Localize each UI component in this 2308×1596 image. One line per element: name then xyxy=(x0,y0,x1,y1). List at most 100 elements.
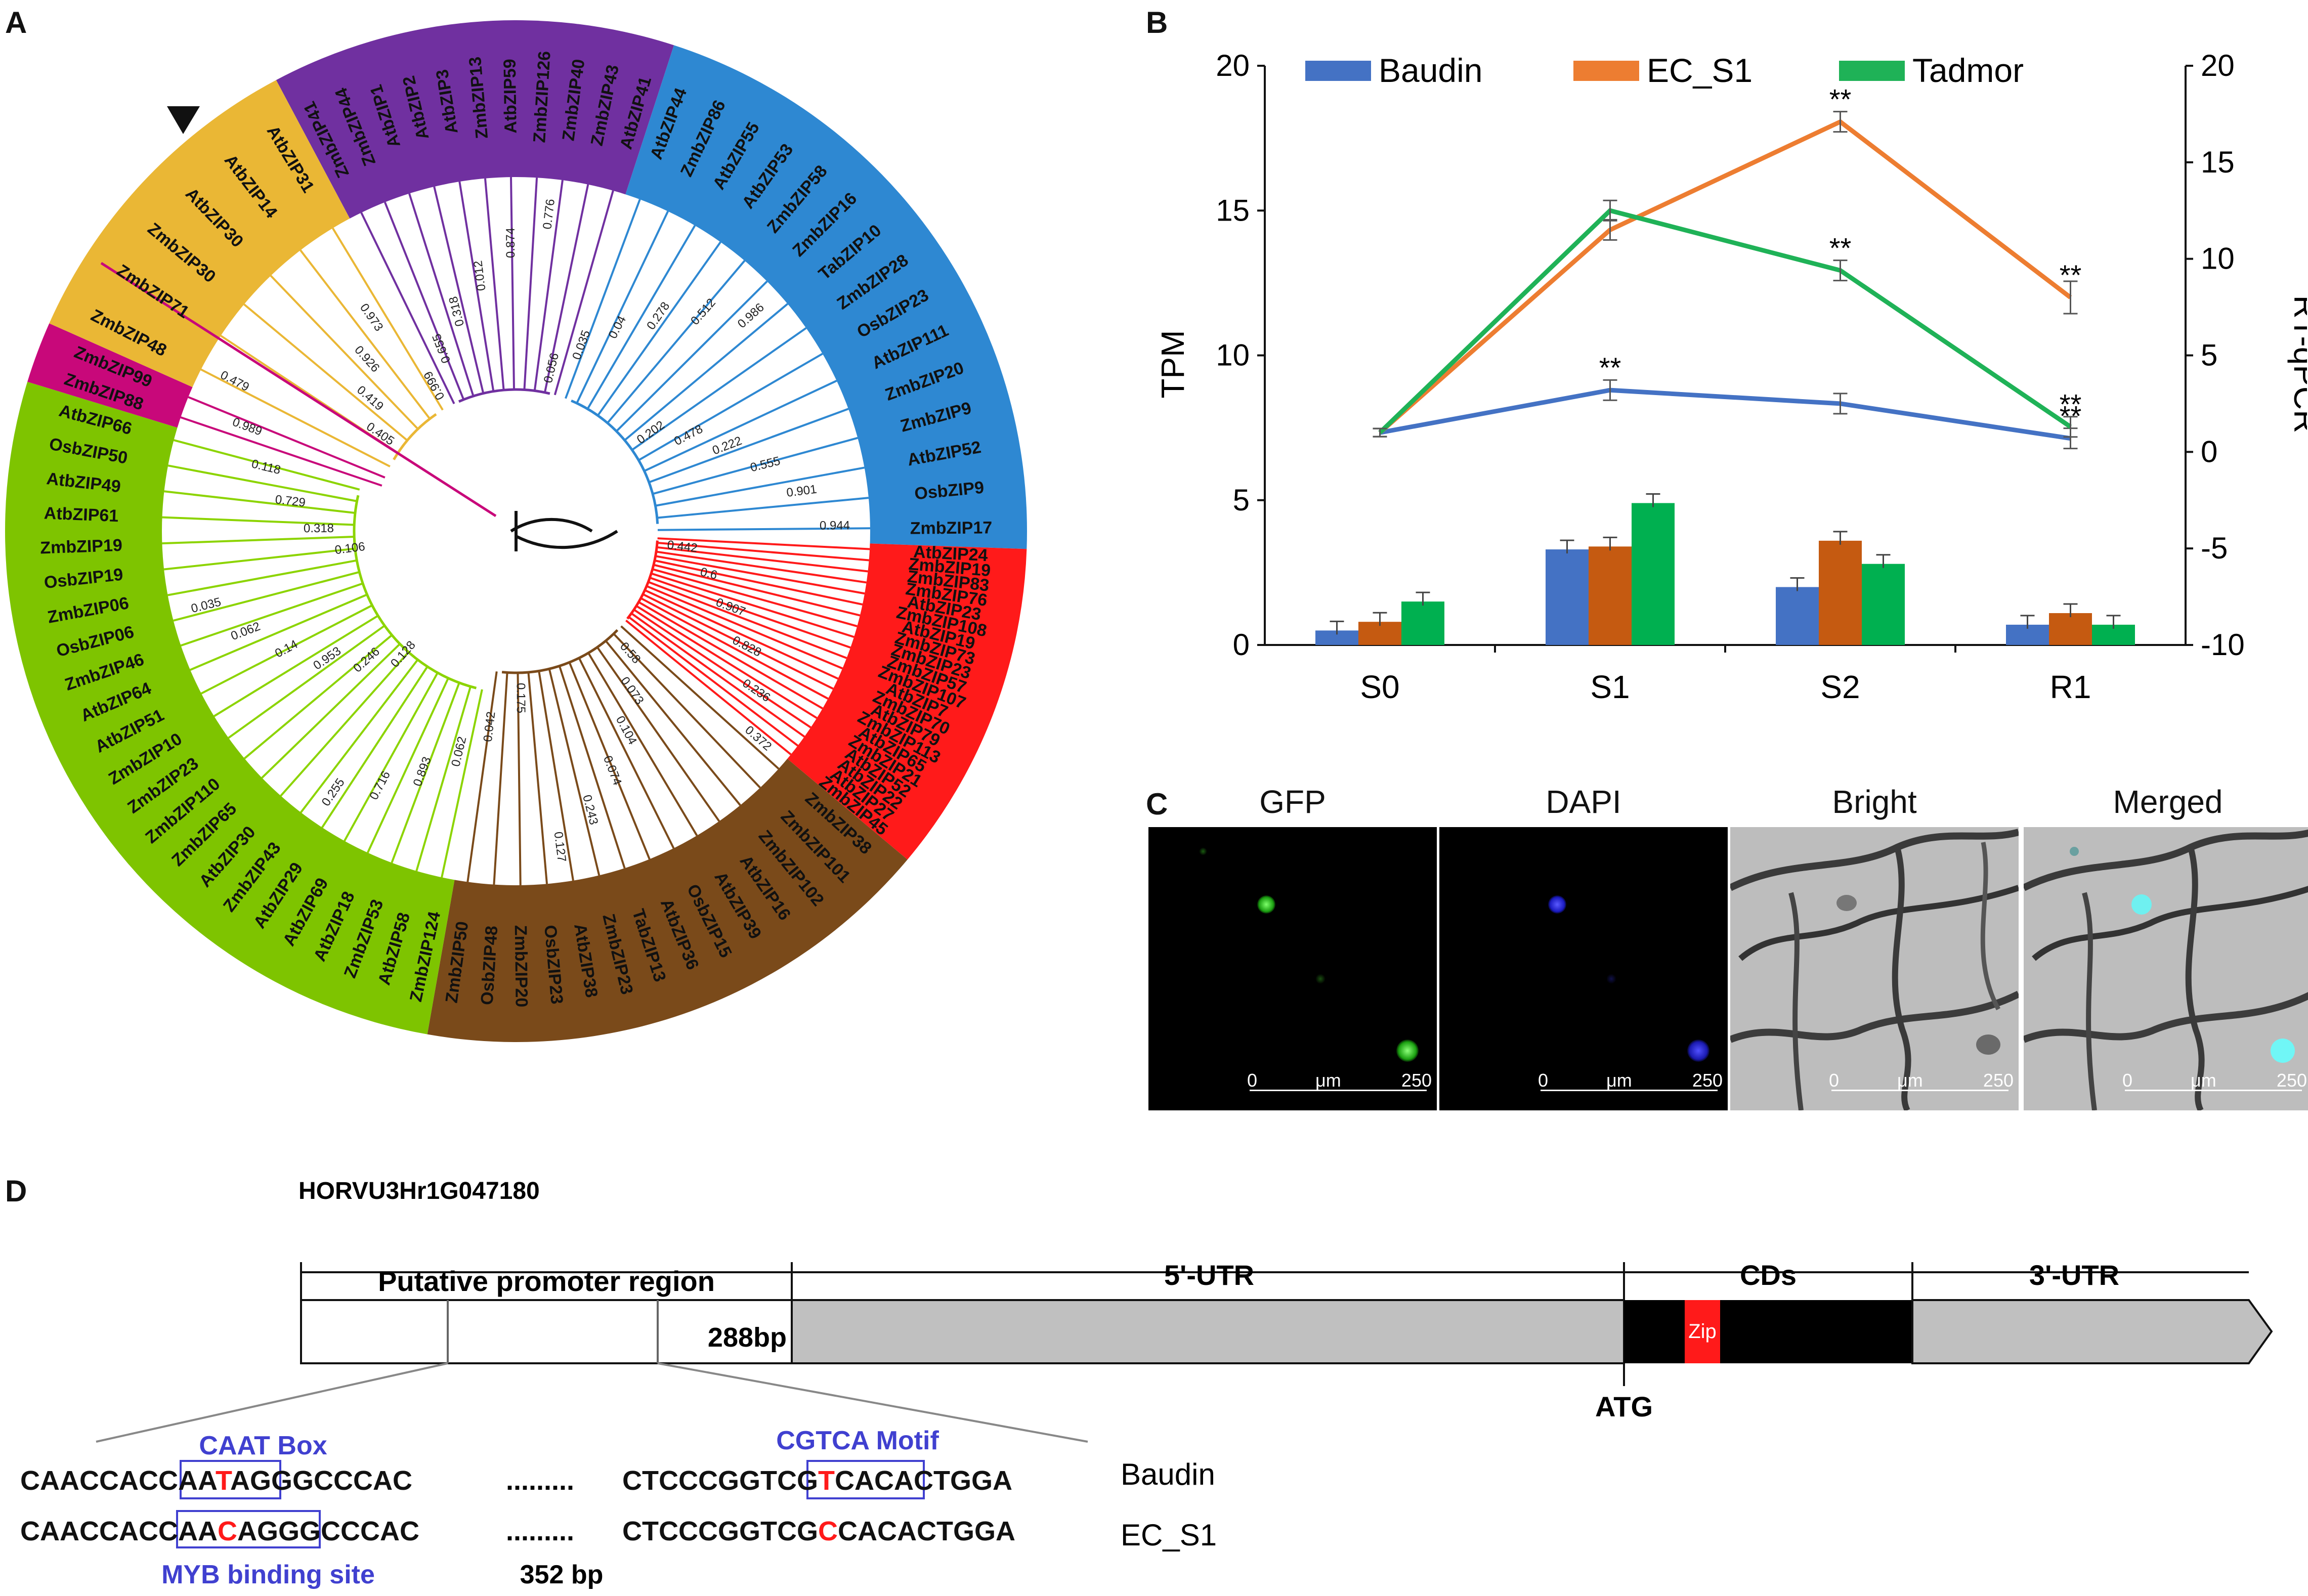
panel-letter-c: C xyxy=(1146,787,1168,821)
leaf-branch xyxy=(510,177,516,390)
y-tick-label-right: 0 xyxy=(2201,435,2217,468)
cds-label: CDs xyxy=(1740,1259,1797,1291)
leaf-branch xyxy=(163,547,356,571)
leaf-branch xyxy=(576,210,669,404)
leaf-branch xyxy=(568,662,651,860)
leaf-branch xyxy=(651,572,854,638)
leaf-branch xyxy=(558,665,626,869)
seq-label-baudin: Baudin xyxy=(1121,1457,1215,1491)
leaf-branch xyxy=(656,546,868,573)
line-Baudin xyxy=(1379,387,2071,441)
tree-root-arc xyxy=(515,530,618,549)
leaf-branch xyxy=(648,581,847,659)
bar-Tadmor-S2 xyxy=(1862,564,1905,645)
leaf-label: ZmbZIP19 xyxy=(40,536,123,558)
leaf-branch xyxy=(656,550,867,584)
zip-label: Zip xyxy=(1688,1320,1717,1343)
promoter-box xyxy=(300,1299,793,1364)
leaf-branch xyxy=(630,612,805,738)
leaf-branch xyxy=(188,396,386,479)
panel-letter-d: D xyxy=(5,1174,27,1208)
leaf-branch xyxy=(533,180,564,391)
bar-EC_S1-S2 xyxy=(1819,540,1862,645)
leaf-branch xyxy=(484,178,505,391)
y-tick-label-left: 10 xyxy=(1216,338,1250,372)
leaf-branch xyxy=(344,672,439,842)
significance-mark: ** xyxy=(1829,232,1852,264)
y-tick-label-left: 5 xyxy=(1233,483,1250,517)
leaf-branch xyxy=(458,181,495,392)
bootstrap-value: 0.318 xyxy=(304,522,334,535)
chart-legend: Baudin EC_S1 Tadmor xyxy=(1305,52,2024,89)
clade-arc-yellow xyxy=(393,413,437,460)
leaf-branch xyxy=(300,249,431,420)
utr3-label: 3'-UTR xyxy=(2029,1259,2119,1291)
bar-Tadmor-S0 xyxy=(1401,601,1444,645)
leaf-branch xyxy=(596,646,720,822)
caat-box-label: CAAT Box xyxy=(199,1431,327,1460)
bar-Baudin-S2 xyxy=(1776,587,1819,645)
leaf-branch xyxy=(180,582,363,647)
bar-EC_S1-S1 xyxy=(1589,546,1632,645)
bar-Baudin-S1 xyxy=(1546,549,1589,645)
atg-label: ATG xyxy=(1595,1391,1653,1422)
leaf-branch xyxy=(565,199,641,399)
leaf-branch xyxy=(655,555,865,595)
leaf-branch xyxy=(657,542,869,562)
leaf-branch xyxy=(321,666,429,828)
cgtca-motif-label: CGTCA Motif xyxy=(776,1426,939,1455)
gene-id: HORVU3Hr1G047180 xyxy=(298,1178,540,1204)
y-tick-label-right: -5 xyxy=(2201,531,2228,565)
leaf-branch xyxy=(162,516,355,526)
leaf-branch xyxy=(607,260,746,424)
scale-bar: 0 μm 250 xyxy=(2122,1070,2307,1091)
leaf-branch xyxy=(200,368,391,467)
leaf-branch xyxy=(167,559,357,596)
leaf-branch xyxy=(553,190,614,396)
y-tick-label-right: 10 xyxy=(2201,242,2235,276)
leaf-branch xyxy=(391,682,460,864)
leaf-branch xyxy=(523,178,538,390)
clade-arc-red xyxy=(626,540,659,620)
leaf-branch xyxy=(628,616,799,747)
leaf-branch xyxy=(384,201,465,400)
leaf-branch xyxy=(261,643,401,779)
leaf-branch xyxy=(638,601,823,710)
seq-dots-1: ......... xyxy=(506,1465,574,1496)
clade-arc-blue xyxy=(571,399,659,524)
cgtca-box-frame xyxy=(806,1460,925,1499)
leaf-branch xyxy=(635,605,818,719)
gene-structure: HORVU3Hr1G047180 Putative promoter regio… xyxy=(20,1178,2273,1589)
panel-letter-b: B xyxy=(1146,6,1168,39)
leaf-branch xyxy=(332,227,444,411)
leaf-branch xyxy=(653,564,861,617)
leaf-branch xyxy=(527,672,548,884)
region-bracket xyxy=(300,1262,2249,1300)
clade-arc-brown xyxy=(501,629,619,674)
leaf-branch xyxy=(408,193,475,397)
leaf-branch xyxy=(441,689,483,878)
leaf-label: AtbZIP59 xyxy=(500,59,521,134)
leaf-branch xyxy=(493,672,508,885)
leaf-branch xyxy=(652,437,858,495)
leaf-branch xyxy=(644,589,839,680)
myb-site-label: MYB binding site xyxy=(161,1560,375,1589)
panel-letter-a: A xyxy=(5,6,27,39)
micro-title-merged: Merged xyxy=(2113,784,2223,820)
micro-image-dapi: 0 μm 250 xyxy=(1439,827,1728,1110)
seq-label-ec: EC_S1 xyxy=(1121,1518,1217,1552)
leaf-branch xyxy=(620,625,780,770)
y-tick-label-right: -10 xyxy=(2201,628,2245,662)
micro-image-bright: 0 μm 250 xyxy=(1730,827,2019,1110)
leaf-branch xyxy=(624,303,789,441)
bootstrap-value: 0.874 xyxy=(504,228,518,258)
leaf-branch xyxy=(642,593,834,690)
significance-mark: ** xyxy=(2060,259,2082,291)
leaf-label: ZmbZIP20 xyxy=(511,925,531,1007)
seq-dots-2: ......... xyxy=(506,1516,574,1546)
significance-mark: ** xyxy=(1599,352,1621,383)
y-tick-label-left: 0 xyxy=(1233,628,1250,662)
significance-mark: ** xyxy=(1829,83,1852,115)
utr3-arrow xyxy=(1911,1299,2273,1364)
leaf-branch xyxy=(631,327,807,451)
